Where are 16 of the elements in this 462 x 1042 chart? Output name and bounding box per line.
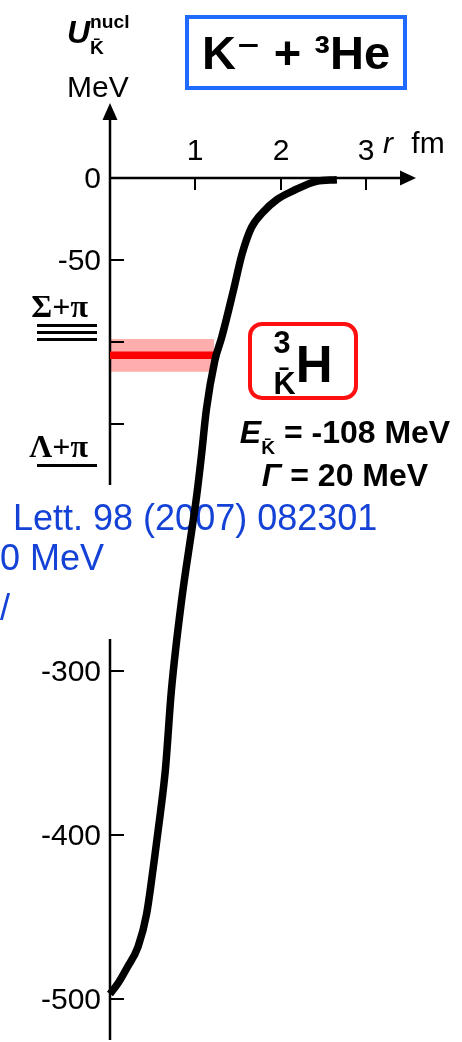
chart-title: K⁻ + ³He <box>185 15 407 90</box>
text: 0 MeV <box>0 537 105 578</box>
text: / <box>0 587 11 628</box>
annotation: E$_{K̄}$ = -108 MeV <box>238 414 452 458</box>
y-tick-label: -50 <box>57 243 101 277</box>
y-tick-label: -500 <box>40 982 101 1016</box>
ref-line-label: Λ+π <box>29 427 89 464</box>
y-tick-label: -300 <box>40 654 101 688</box>
x-tick-label: 3 <box>357 133 375 166</box>
ref-line-label: Σ+π <box>31 287 89 324</box>
x-axis-title: r fm <box>383 126 445 160</box>
x-tick-label: 1 <box>186 133 204 166</box>
y-tick-label: -400 <box>40 818 101 852</box>
y-tick-label: 0 <box>84 161 101 195</box>
x-tick-label: 2 <box>272 133 290 166</box>
annotation: Γ = 20 MeV <box>260 457 430 493</box>
